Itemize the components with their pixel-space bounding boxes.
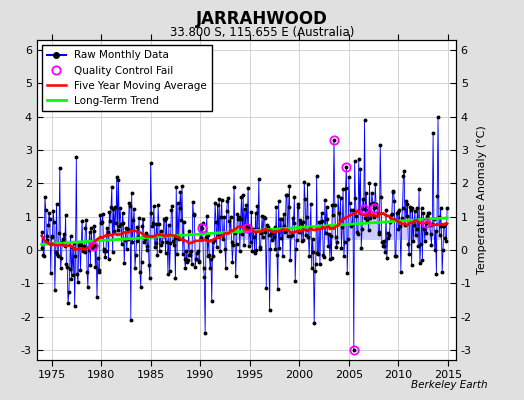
Y-axis label: Temperature Anomaly (°C): Temperature Anomaly (°C) — [477, 126, 487, 274]
Legend: Raw Monthly Data, Quality Control Fail, Five Year Moving Average, Long-Term Tren: Raw Monthly Data, Quality Control Fail, … — [42, 45, 212, 111]
Text: 33.800 S, 115.655 E (Australia): 33.800 S, 115.655 E (Australia) — [170, 26, 354, 39]
Text: JARRAHWOOD: JARRAHWOOD — [196, 10, 328, 28]
Text: Berkeley Earth: Berkeley Earth — [411, 380, 487, 390]
